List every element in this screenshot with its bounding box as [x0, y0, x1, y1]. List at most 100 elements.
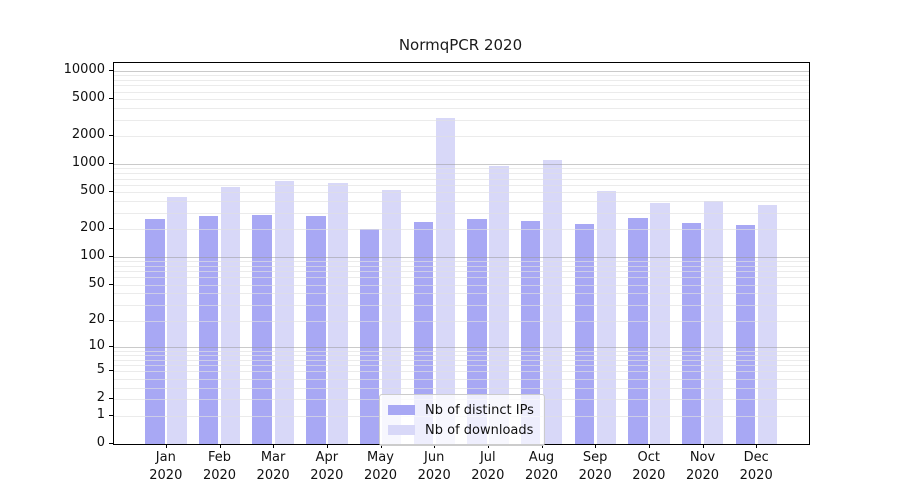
x-tick [541, 444, 543, 448]
y-gridline-minor [114, 304, 809, 306]
y-tick-label: 50 [88, 275, 105, 291]
y-tick-label: 200 [80, 220, 105, 236]
x-tick [648, 444, 650, 448]
legend: Nb of distinct IPs Nb of downloads [379, 394, 545, 446]
bar-downloads-nov [703, 201, 724, 444]
y-tick-label: 1 [96, 406, 105, 422]
y-gridline-minor [114, 173, 809, 175]
y-gridline-minor [114, 271, 809, 273]
bar-distinct-ips-mar [252, 215, 272, 444]
y-gridline-minor [114, 136, 809, 138]
y-gridline-minor [114, 80, 809, 81]
bar-downloads-jun [435, 118, 456, 444]
y-tick [109, 398, 113, 400]
y-tick [109, 70, 113, 71]
y-gridline-minor [114, 354, 809, 356]
x-tick [165, 444, 167, 448]
y-tick [109, 228, 113, 230]
y-gridline-minor [114, 168, 809, 170]
x-tick [487, 444, 489, 448]
x-tick [326, 444, 328, 448]
y-gridline-minor [114, 293, 809, 295]
y-tick [109, 319, 113, 321]
y-tick [109, 283, 113, 285]
y-tick-label: 2000 [71, 127, 105, 143]
legend-label-downloads: Nb of downloads [425, 422, 534, 438]
y-tick-label: 10000 [63, 62, 105, 77]
x-tick-label-sep: Sep 2020 [578, 450, 612, 483]
x-tick-label-dec: Dec 2020 [739, 450, 773, 483]
x-tick-label-oct: Oct 2020 [632, 450, 666, 483]
y-gridline-minor [114, 350, 809, 352]
x-tick-label-jun: Jun 2020 [417, 450, 451, 483]
x-tick-label-jan: Jan 2020 [149, 450, 183, 483]
x-tick-label-may: May 2020 [363, 450, 398, 483]
y-gridline-minor [114, 371, 809, 373]
x-tick [380, 444, 382, 448]
y-gridline-major [114, 346, 809, 348]
bar-distinct-ips-feb [198, 216, 219, 444]
x-tick-label-mar: Mar 2020 [256, 450, 290, 483]
y-gridline-minor [114, 320, 809, 322]
x-tick-label-aug: Aug 2020 [524, 450, 559, 483]
y-gridline-minor [114, 178, 809, 180]
chart-title: NormqPCR 2020 [398, 36, 523, 54]
y-tick [109, 442, 113, 444]
y-gridline-minor [114, 387, 809, 389]
bar-downloads-apr [328, 182, 348, 444]
bar-distinct-ips-oct [628, 217, 648, 444]
y-gridline-minor [114, 229, 809, 231]
y-gridline-minor [114, 261, 809, 263]
y-gridline-minor [114, 265, 809, 267]
y-gridline-major [114, 257, 809, 258]
y-gridline-minor [114, 91, 809, 93]
bar-distinct-ips-jan [145, 218, 165, 444]
y-tick-label: 100 [80, 248, 105, 263]
y-tick-label: 10 [88, 337, 105, 353]
bar-downloads-may [381, 190, 402, 444]
y-tick [109, 414, 113, 416]
y-tick-label: 5 [96, 362, 105, 378]
bar-downloads-feb [220, 187, 241, 444]
y-tick [109, 98, 113, 100]
y-gridline-minor [114, 108, 809, 110]
x-tick-label-nov: Nov 2020 [685, 450, 720, 483]
legend-swatch-downloads [388, 425, 415, 435]
y-gridline-minor [114, 119, 809, 121]
x-tick-label-feb: Feb 2020 [202, 450, 237, 483]
plot-area: Nb of distinct IPs Nb of downloads [113, 62, 810, 446]
bar-distinct-ips-may [359, 228, 380, 444]
y-tick [109, 370, 113, 372]
y-gridline-major [114, 71, 809, 72]
x-tick [434, 444, 436, 448]
x-tick [273, 444, 275, 448]
bar-downloads-aug [542, 160, 563, 444]
y-tick [109, 345, 113, 347]
y-gridline-minor [114, 378, 809, 380]
y-gridline-minor [114, 192, 809, 194]
legend-item-downloads: Nb of downloads [388, 420, 534, 440]
y-gridline-minor [114, 284, 809, 286]
y-tick-label: 1000 [71, 155, 105, 171]
legend-label-distinct-ips: Nb of distinct IPs [425, 402, 534, 418]
y-tick [109, 256, 113, 257]
y-gridline-minor [114, 365, 809, 366]
x-tick-label-apr: Apr 2020 [310, 450, 344, 483]
x-tick [219, 444, 221, 448]
y-gridline-minor [114, 99, 809, 101]
y-gridline-major [114, 164, 809, 166]
bar-distinct-ips-dec [735, 225, 755, 444]
y-gridline-minor [114, 85, 809, 87]
y-tick-label: 5000 [71, 90, 105, 106]
y-gridline-minor [114, 277, 809, 279]
y-tick [109, 163, 113, 165]
y-gridline-minor [114, 184, 809, 186]
y-tick-label: 20 [88, 311, 105, 327]
x-tick [595, 444, 597, 448]
bar-distinct-ips-nov [681, 222, 702, 444]
bar-distinct-ips-sep [574, 223, 594, 444]
y-gridline-minor [114, 201, 809, 203]
y-tick-label: 2 [96, 390, 105, 406]
bar-downloads-mar [274, 180, 294, 444]
